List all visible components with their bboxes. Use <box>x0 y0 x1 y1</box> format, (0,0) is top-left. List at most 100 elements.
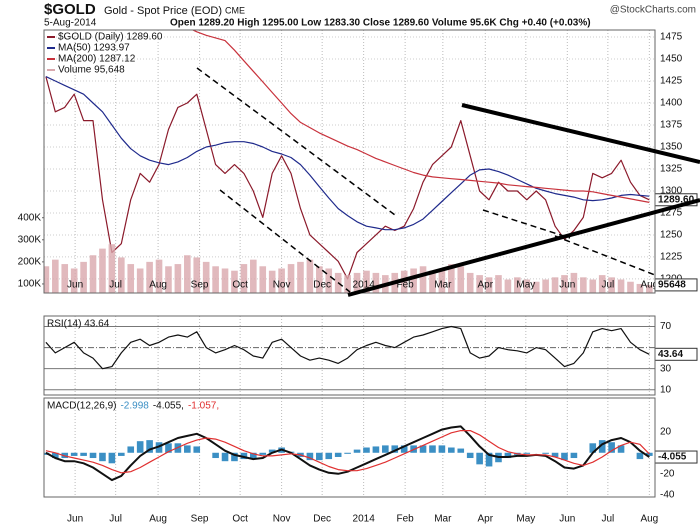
bar <box>80 452 87 456</box>
bar <box>542 279 549 293</box>
bar <box>89 255 97 293</box>
bar <box>457 266 465 293</box>
bar <box>391 445 399 453</box>
bar <box>70 452 78 456</box>
legend-swatch <box>47 47 55 49</box>
panel <box>44 398 655 497</box>
y-tick-label: 1300 <box>660 186 683 197</box>
x-tick-label: May <box>516 514 535 525</box>
quote: Open 1289.20 High 1295.00 Low 1283.30 Cl… <box>170 18 591 29</box>
y2-tick-label: 300K <box>18 234 42 245</box>
bar <box>485 452 493 467</box>
bar <box>514 277 521 293</box>
bar <box>278 268 285 293</box>
x-tick-label: Nov <box>273 514 291 525</box>
bar <box>212 266 219 293</box>
bar <box>127 446 135 453</box>
bar <box>193 446 201 453</box>
x-tick-label: Aug <box>640 280 658 291</box>
bar <box>570 272 578 293</box>
bar <box>334 452 342 457</box>
bar <box>532 281 540 293</box>
last-value-label: 95648 <box>658 280 686 291</box>
bar <box>240 452 248 460</box>
x-tick-label: Jul <box>109 514 122 525</box>
x-tick-label: Apr <box>477 280 493 291</box>
triangle-lower <box>347 198 700 297</box>
y-tick-label: 1225 <box>660 252 683 263</box>
legend-label: MA(200) 1287.12 <box>58 54 136 65</box>
series-line <box>191 30 650 203</box>
bar <box>212 452 219 459</box>
x-tick-label: Jun <box>559 280 575 291</box>
legend-swatch <box>47 36 55 38</box>
bar <box>476 275 483 293</box>
bar <box>136 441 144 453</box>
bar <box>268 270 276 293</box>
bar <box>382 445 389 453</box>
bar <box>589 279 597 293</box>
bar <box>617 445 625 453</box>
bar <box>250 259 257 293</box>
last-value-label: 1289.60 <box>658 194 695 205</box>
date: 5-Aug-2014 <box>44 18 97 29</box>
exchange: CME <box>225 5 245 15</box>
x-tick-label: Aug <box>640 514 658 525</box>
series-value-label: -4.055, <box>153 401 184 412</box>
bar <box>608 277 615 293</box>
bar <box>363 447 370 453</box>
bar <box>287 264 295 293</box>
y-tick-label: 30 <box>660 363 672 374</box>
x-tick-label: Dec <box>313 514 331 525</box>
bar <box>466 452 474 459</box>
y-tick-label: 20 <box>660 426 672 437</box>
bar <box>551 452 559 457</box>
x-tick-label: 2014 <box>353 514 376 525</box>
y-tick-label: 1250 <box>660 230 683 241</box>
bar <box>551 277 559 293</box>
y-tick-label: 1325 <box>660 164 683 175</box>
bar <box>221 452 229 462</box>
bar <box>589 443 597 453</box>
series-value-label: -2.998 <box>120 401 149 412</box>
x-tick-label: Apr <box>477 514 493 525</box>
bar <box>174 264 182 293</box>
plot-layers: 10 30 70 43.64 RSI(14) 43.64 Jun Jul Aug Sep Oct N… <box>18 29 698 525</box>
x-tick-label: Sep <box>191 280 209 291</box>
bar <box>419 266 427 293</box>
x-tick-label: Dec <box>313 280 331 291</box>
instrument-name: Gold - Spot Price (EOD) <box>104 5 222 17</box>
panel-frame <box>43 397 656 498</box>
series-line <box>45 76 650 231</box>
bar <box>155 442 163 453</box>
y-tick-label: 10 <box>660 384 672 395</box>
bar <box>136 268 144 293</box>
bar <box>165 266 172 293</box>
bar <box>495 275 502 293</box>
bar <box>646 284 653 293</box>
bar <box>240 264 248 293</box>
bar <box>448 264 455 293</box>
bar <box>344 452 351 454</box>
x-tick-label: Aug <box>149 280 167 291</box>
panel <box>44 30 655 293</box>
bar <box>372 272 380 293</box>
bar <box>259 266 267 293</box>
bar <box>184 255 191 293</box>
bar <box>80 261 87 293</box>
x-tick-label: Mar <box>434 514 452 525</box>
bar <box>297 261 304 293</box>
channel-lower <box>219 189 351 293</box>
bar <box>466 272 474 293</box>
bar <box>268 449 276 453</box>
bar <box>118 452 125 456</box>
dashed-support <box>482 209 571 239</box>
panel <box>44 316 655 395</box>
bar <box>457 448 465 453</box>
bar <box>363 270 370 293</box>
bar <box>636 283 644 293</box>
panel-background <box>44 316 655 395</box>
series-line <box>45 430 650 474</box>
series-value-label: -1.057, <box>188 401 219 412</box>
